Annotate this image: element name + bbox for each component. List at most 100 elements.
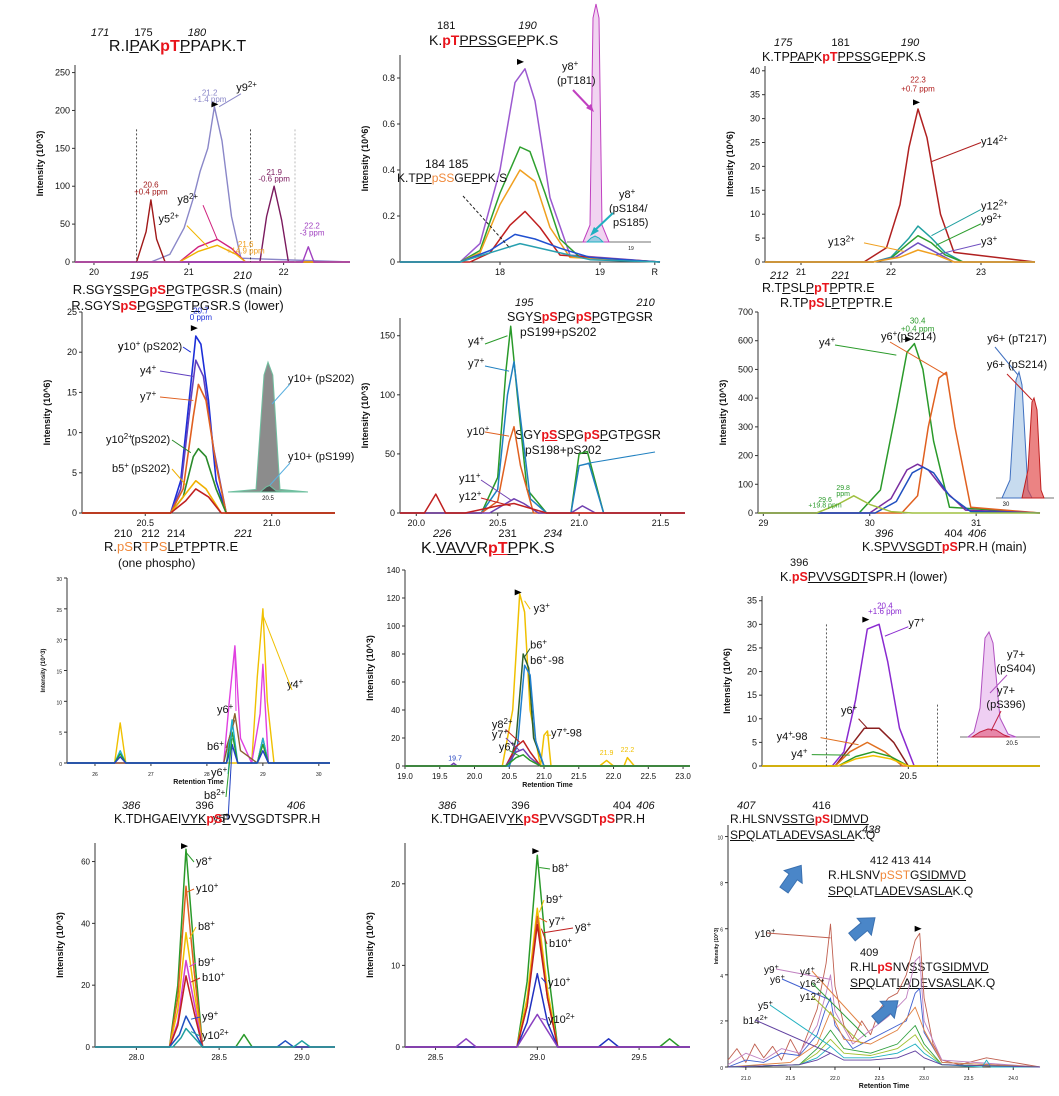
p8-label-y6: y6+ (499, 740, 516, 754)
p12-arrow-shape-0 (779, 864, 803, 894)
p8-xtick-label-5: 21.5 (571, 772, 587, 781)
p4-leader-y4 (159, 370, 194, 377)
p2-ytick-label-3: 0.6 (382, 119, 395, 129)
p12-title2: R.HLSNVpSSTGSIDMVD (828, 868, 967, 882)
p1-apex (211, 101, 219, 108)
panel-p5: 195 210 SGYSpSPGpSPGTPGSR pS199+pS202 SG… (355, 270, 710, 530)
p1-pk1ppm: +1.4 ppm (193, 95, 227, 104)
p9-inset-peak-pS396 (970, 728, 1011, 738)
p4-leader-y10-2 (171, 439, 192, 454)
p6-plot: 0 100 200 300 400 500 600 700 29 30 31 Intensity (1… (718, 307, 1054, 528)
p11-apex (532, 848, 540, 855)
p5-label-y10: y10+ (467, 424, 490, 438)
p10-label-6: y102+ (202, 1028, 229, 1042)
p4-inset-label-pS199: y10+ (pS199) (288, 451, 354, 463)
p9-inset-leader-pS404 (989, 674, 1008, 694)
p1-series-y9-2- (75, 105, 351, 263)
p9-ytick-label-4: 20 (747, 667, 757, 677)
p6-num-221: 221 (831, 270, 850, 282)
p5-label-y11: y11+ (459, 471, 481, 485)
p5-num-210: 210 (636, 297, 655, 309)
p8-ytick-label-5: 100 (387, 622, 401, 631)
p8-title: K.VAVVRpTPPK.S (421, 540, 555, 557)
p2-num-181: 181 (437, 20, 456, 32)
p11-ytick-label-1: 10 (391, 961, 400, 970)
p6-label-pT217: y6+ (pT217) (987, 333, 1047, 345)
p4-inset-peak-1 (228, 484, 309, 493)
p12-leader-6 (769, 1004, 831, 1047)
p6-apex (905, 336, 913, 343)
p6-leader-y6 (889, 341, 947, 376)
p8-a1: 19.7 (448, 755, 462, 762)
p1-xtick-label-1: 21 (184, 267, 194, 277)
p5-leader-y4 (484, 335, 508, 345)
p5-xtick-label-3: 21.5 (652, 518, 670, 528)
p10-xtick-label-0: 28.0 (129, 1053, 145, 1062)
p2-ytick-label-4: 0.8 (382, 73, 395, 83)
p2-label-y8-b: y8+ (619, 187, 636, 201)
p10-num-386: 386 (122, 800, 141, 812)
p12-label-6: y5+ (758, 998, 773, 1012)
p8-apex (514, 589, 522, 596)
p3-num-175: 175 (774, 37, 793, 49)
p6-num-212: 212 (770, 270, 789, 282)
p2-xtick-label-1: 19 (595, 267, 605, 277)
p9-inset-tick: 20.5 (1006, 741, 1018, 747)
p12-label-5: y12+ (800, 989, 820, 1003)
p1-label-y9: y92+ (236, 80, 257, 94)
p1-leader-y8 (202, 204, 218, 240)
p7-label-y5: y5+ (213, 811, 230, 825)
p9-ytick-label-5: 25 (747, 643, 757, 653)
p12-label-2: y6+ (770, 972, 785, 986)
p12-series-y10- (727, 923, 1041, 1068)
p1-num-171: 171 (90, 27, 110, 39)
p1-xtick-label-2: 22 (279, 267, 289, 277)
p4-pk: 20.7 (193, 307, 209, 316)
p10-leader-3 (189, 962, 197, 968)
p9-num-404: 404 (944, 528, 963, 540)
p8-ytick-label-7: 140 (387, 566, 401, 575)
p8-label-y3: y3+ (534, 601, 551, 615)
p8-a3: 22.2 (621, 747, 635, 754)
panel-p9: 396 404 406 K.SPVVSGDTpSPR.H (main) 396 … (710, 528, 1059, 793)
p9-title-numbers: 396 404 406 (875, 528, 1059, 540)
p12-num-438: 438 (862, 824, 881, 836)
p5-label-y12: y12+ (459, 489, 482, 503)
p5-leader-y10 (484, 431, 510, 437)
p7-ytick-label-4: 20 (56, 639, 62, 645)
p9-ytick-label-1: 5 (752, 737, 757, 747)
p9-pk: 20.4 (877, 601, 893, 610)
p8-ytick-label-2: 40 (391, 706, 400, 715)
p12-ytick-label-1: 2 (720, 1020, 723, 1026)
p4-label-y10-main: y (118, 341, 124, 353)
p2-arrow-pT181-head (586, 104, 594, 112)
p11-xtick-label-1: 29.0 (530, 1053, 546, 1062)
p9-label-y4: y4+ (791, 747, 808, 761)
p10-chart: 0 20 40 60 28.0 28.5 29.0 Intensity (10^3) y8+ y1… (55, 843, 335, 1062)
p11-xtick-label-2: 29.5 (631, 1053, 647, 1062)
p7-series-y5- (67, 743, 330, 764)
p9-series-trace (762, 754, 1040, 767)
p1-leader-y5 (186, 225, 209, 248)
p11-num-404: 404 (612, 800, 632, 812)
p11-num-386: 386 (438, 800, 457, 812)
p1-series-y8-2- (75, 238, 350, 263)
p1-pk5ppm: -3 ppm (300, 228, 325, 237)
p1-pk3: 21.9 (266, 168, 282, 177)
p6-series-trace-3 (758, 495, 1040, 514)
p8-ytick-label-3: 60 (391, 678, 400, 687)
p11-title-numbers: 386 396 404 406 (438, 800, 710, 812)
p10-title: K.TDHGAEIVYKpSPVVSGDTSPR.H (114, 812, 321, 826)
p5-ytick-label-2: 100 (380, 390, 395, 400)
p2-series-trace-2 (400, 146, 661, 263)
p2-ytick-label-2: 0.4 (382, 165, 395, 175)
p12-xtick-label-3: 22.5 (875, 1076, 885, 1082)
p5-xtick-label-2: 21.0 (570, 518, 588, 528)
p7-title-numbers: 210 212 214 221 (114, 528, 355, 540)
p1-chart: 0 50 100 150 200 250 20 21 22 Intensity (10^3) 21.… (35, 65, 351, 277)
p7-ytick-label-6: 30 (56, 577, 62, 583)
p6-inset-peak-pS214 (1021, 396, 1045, 499)
p4-chart: 0 5 10 15 20 25 20.5 21.0 Intensity (10^6) 20.70 … (42, 307, 354, 528)
p10-series-y8- (95, 848, 335, 1048)
p1-num-175: 175 (134, 27, 153, 39)
